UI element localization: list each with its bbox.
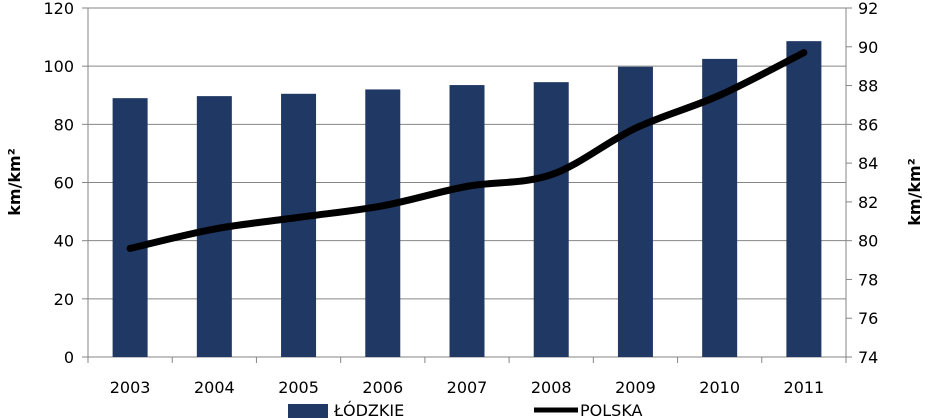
- right-tick-label: 82: [858, 193, 878, 212]
- right-tick-label: 86: [858, 115, 878, 134]
- x-tick-label: 2011: [784, 378, 825, 397]
- legend: ŁÓDZKIE POLSKA: [288, 401, 643, 418]
- right-tick-label: 90: [858, 38, 878, 57]
- legend-swatch-lodzkie: [288, 404, 328, 418]
- bar-series: [112, 41, 822, 358]
- left-tick-label: 80: [54, 115, 74, 134]
- left-tick-label: 100: [43, 57, 74, 76]
- legend-label-polska: POLSKA: [580, 401, 643, 418]
- right-axis: 74 76 78 80 82 84 86 88 90 92: [846, 0, 878, 367]
- x-tick-label: 2010: [699, 378, 740, 397]
- left-tick-label: 60: [54, 174, 74, 193]
- bar-lodzkie-2009: [617, 66, 653, 357]
- x-tick-label: 2009: [615, 378, 656, 397]
- bar-lodzkie-2003: [112, 98, 148, 358]
- polska-line: [126, 49, 808, 252]
- x-tick-label: 2005: [278, 378, 319, 397]
- left-tick-label: 40: [54, 232, 74, 251]
- y-axis-title-left: km/km²: [5, 148, 24, 215]
- x-tick-label: 2004: [194, 378, 235, 397]
- x-tick-label: 2007: [447, 378, 488, 397]
- right-tick-label: 74: [858, 348, 878, 367]
- x-tick-label: 2003: [110, 378, 151, 397]
- bar-lodzkie-2010: [702, 58, 738, 357]
- right-tick-label: 88: [858, 77, 878, 96]
- bar-lodzkie-2011: [786, 41, 822, 357]
- x-tick-label: 2008: [531, 378, 572, 397]
- right-tick-label: 76: [858, 309, 878, 328]
- bar-lodzkie-2006: [365, 89, 401, 357]
- x-axis: 2003 2004 2005 2006 2007 2008 2009 2010 2011: [87, 357, 847, 397]
- left-tick-label: 0: [64, 348, 74, 367]
- legend-label-lodzkie: ŁÓDZKIE: [333, 401, 404, 418]
- left-axis: 0 20 40 60 80 100 120: [43, 0, 88, 367]
- bar-lodzkie-2007: [449, 85, 485, 357]
- right-tick-label: 80: [858, 232, 878, 251]
- left-tick-label: 20: [54, 290, 74, 309]
- right-tick-label: 92: [858, 0, 878, 18]
- y-axis-title-right: km/km²: [905, 158, 924, 225]
- right-tick-label: 84: [858, 154, 878, 173]
- bar-lodzkie-2005: [281, 93, 317, 357]
- right-tick-label: 78: [858, 270, 878, 289]
- left-tick-label: 120: [43, 0, 74, 18]
- x-tick-label: 2006: [362, 378, 403, 397]
- bar-lodzkie-2008: [533, 82, 569, 357]
